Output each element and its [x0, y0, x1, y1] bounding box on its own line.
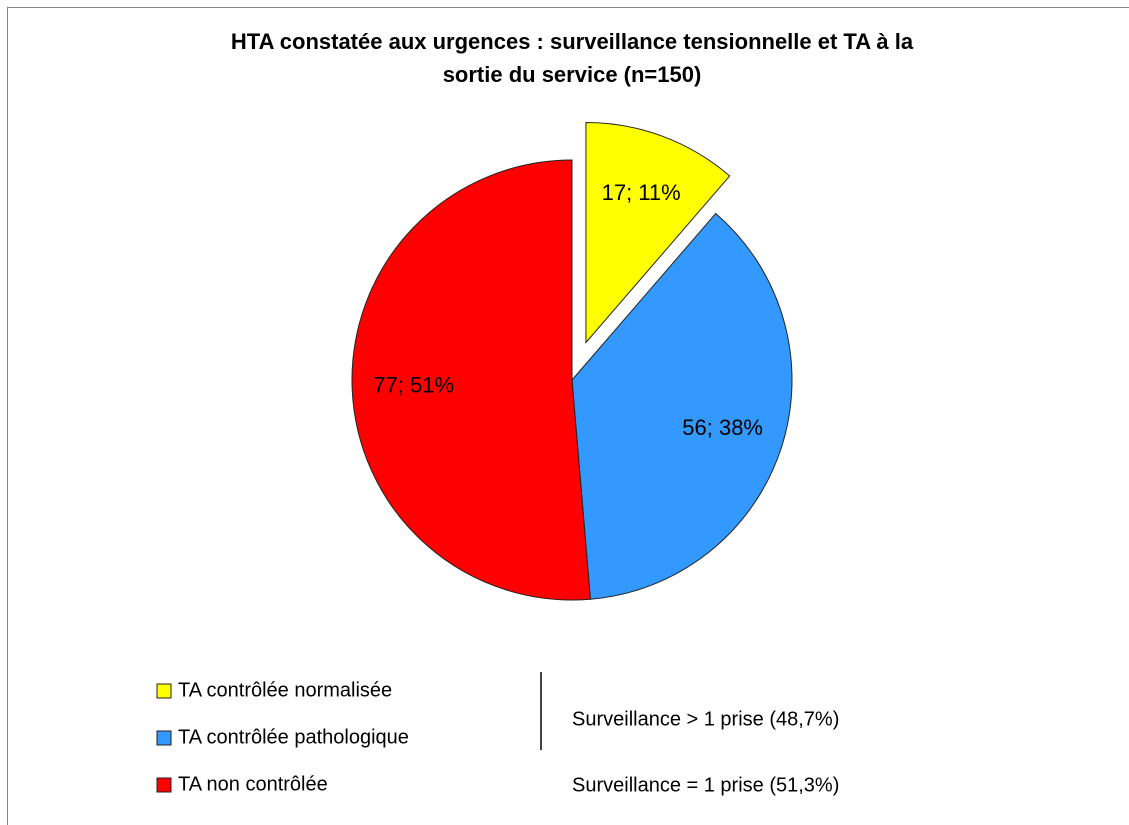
chart-title: HTA constatée aux urgences : surveillanc…	[231, 29, 914, 54]
pie-slice	[585, 122, 731, 344]
annotation: Surveillance > 1 prise (48,7%)	[572, 708, 839, 730]
pie-slice	[351, 159, 591, 601]
legend-swatch	[156, 683, 172, 699]
annotation: Surveillance = 1 prise (51,3%)	[572, 774, 839, 796]
data-label: 77; 51%	[373, 372, 454, 397]
legend-label: TA non contrôlée	[178, 773, 328, 795]
data-label: 56; 38%	[682, 415, 763, 440]
legend-label: TA contrôlée pathologique	[178, 726, 409, 748]
legend-label: TA contrôlée normalisée	[178, 679, 392, 701]
pie-slice	[571, 212, 793, 600]
data-label: 17; 11%	[602, 180, 681, 205]
legend-swatch	[156, 730, 172, 746]
legend-swatch	[156, 777, 172, 793]
chart-title: sortie du service (n=150)	[443, 62, 702, 87]
